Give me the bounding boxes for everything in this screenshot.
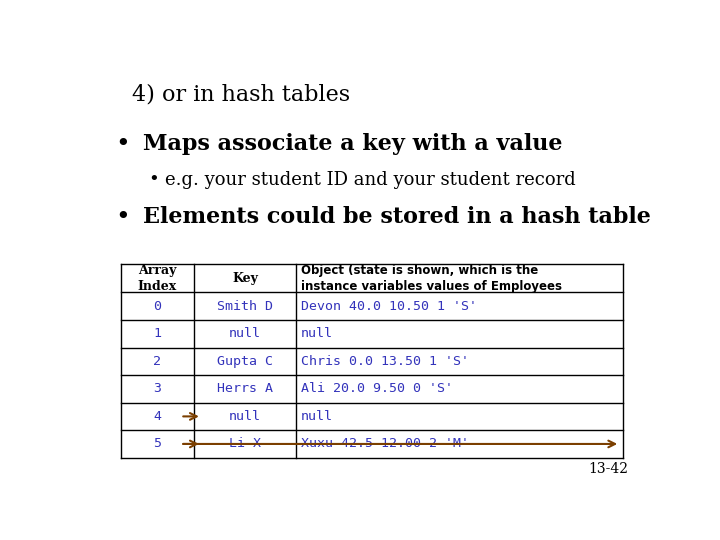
Text: e.g. your student ID and your student record: e.g. your student ID and your student re… xyxy=(166,171,576,189)
Text: null: null xyxy=(229,410,261,423)
Text: •: • xyxy=(148,171,159,189)
Text: 1: 1 xyxy=(153,327,161,340)
Text: 4: 4 xyxy=(153,410,161,423)
Text: •: • xyxy=(115,206,130,229)
Text: 4) or in hash tables: 4) or in hash tables xyxy=(132,84,350,105)
Text: Li X: Li X xyxy=(229,437,261,450)
Text: Object (state is shown, which is the
instance variables values of Employees: Object (state is shown, which is the ins… xyxy=(301,264,562,293)
Text: Xuxu 42.5 12.00 2 'M': Xuxu 42.5 12.00 2 'M' xyxy=(301,437,469,450)
Text: 0: 0 xyxy=(153,300,161,313)
Text: Array
Index: Array Index xyxy=(138,264,176,293)
Text: 2: 2 xyxy=(153,355,161,368)
Text: Devon 40.0 10.50 1 'S': Devon 40.0 10.50 1 'S' xyxy=(301,300,477,313)
Text: Elements could be stored in a hash table: Elements could be stored in a hash table xyxy=(143,206,651,228)
Text: Herrs A: Herrs A xyxy=(217,382,273,395)
Text: Ali 20.0 9.50 0 'S': Ali 20.0 9.50 0 'S' xyxy=(301,382,453,395)
Text: Maps associate a key with a value: Maps associate a key with a value xyxy=(143,133,562,156)
Text: Chris 0.0 13.50 1 'S': Chris 0.0 13.50 1 'S' xyxy=(301,355,469,368)
Text: Smith D: Smith D xyxy=(217,300,273,313)
Text: Key: Key xyxy=(232,272,258,285)
Text: null: null xyxy=(301,327,333,340)
Text: 13-42: 13-42 xyxy=(588,462,629,476)
Text: 3: 3 xyxy=(153,382,161,395)
Text: null: null xyxy=(301,410,333,423)
Text: •: • xyxy=(115,133,130,157)
Text: null: null xyxy=(229,327,261,340)
Text: Gupta C: Gupta C xyxy=(217,355,273,368)
Text: 5: 5 xyxy=(153,437,161,450)
